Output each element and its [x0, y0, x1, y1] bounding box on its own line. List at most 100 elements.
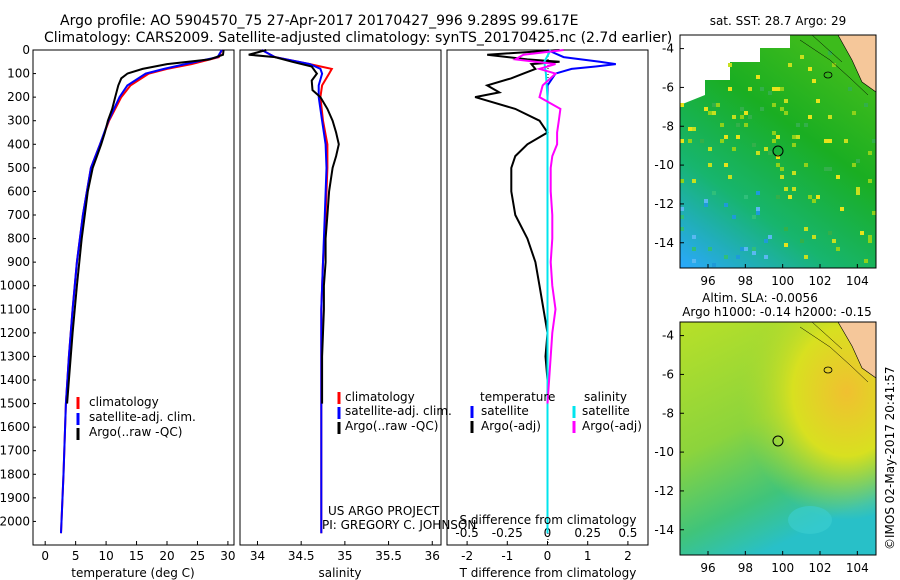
depth-tick-label: 700 — [7, 208, 30, 222]
sst-pixel — [824, 167, 828, 171]
argo-position-marker — [772, 435, 784, 447]
sst-pixel — [836, 175, 840, 179]
sst-pixel — [744, 247, 748, 251]
salinity-panel: 34 34.5 35 35.5 36 salinity climatology sate… — [239, 49, 476, 580]
sst-pixel — [784, 227, 788, 231]
sst-pixel — [848, 87, 852, 91]
x-tick-label: 5 — [72, 549, 80, 563]
x-tick-label: 0 — [41, 549, 49, 563]
x-tick-label: 0 — [544, 549, 552, 563]
sst-pixel — [856, 191, 860, 195]
sst-pixel — [744, 123, 748, 127]
sst-pixel — [728, 175, 732, 179]
series-climatology — [60, 49, 223, 534]
x-tick-label: 30 — [220, 549, 235, 563]
sst-pixel — [852, 163, 856, 167]
depth-tick-label: 500 — [7, 161, 30, 175]
lat-tick-label: -8 — [662, 119, 674, 133]
depth-tick-label: 1100 — [0, 302, 30, 316]
sst-pixel — [832, 63, 836, 67]
top-tick-label: 0.25 — [574, 526, 601, 540]
sst-pixel — [868, 235, 872, 239]
sst-pixel — [784, 243, 788, 247]
difference-panel: -2 -1 0 1 2-0.5 -0.25 0 0.25 0.5 S difference fr… — [446, 49, 649, 580]
lon-tick-label: 102 — [809, 561, 832, 575]
sla-map-title: Altim. SLA: -0.0056 — [702, 291, 818, 305]
depth-ticks: 0 100 200 300 400 500 600 700 800 900 1000 1100 1200… — [0, 43, 36, 528]
sst-pixel — [700, 139, 704, 143]
sst-pixel — [828, 115, 832, 119]
sst-pixel — [780, 167, 784, 171]
sst-pixel — [728, 87, 732, 91]
sst-pixel — [720, 139, 724, 143]
depth-tick-label: 1700 — [0, 444, 30, 458]
lon-tick-label: 98 — [738, 561, 753, 575]
top-tick-label: -0.25 — [492, 526, 523, 540]
sst-pixel — [816, 195, 820, 199]
sst-pixel — [692, 247, 696, 251]
sst-pixel — [772, 131, 776, 135]
sla-map-ticks: 96 98 100 102 104 -4 -6 -8 -10 -12 -14 — [654, 329, 868, 575]
sst-pixel — [712, 111, 716, 115]
sst-pixel — [680, 139, 684, 143]
sst-pixel — [752, 247, 756, 251]
depth-tick-label: 400 — [7, 137, 30, 151]
series-salinity-argo-adj — [512, 49, 564, 404]
bathymetry-contour — [799, 322, 869, 383]
lon-tick-label: 102 — [809, 274, 832, 288]
x-tick-label: 20 — [159, 549, 174, 563]
sst-pixel — [748, 87, 752, 91]
sst-pixel — [712, 103, 716, 107]
salinity-axes-frame — [239, 49, 442, 546]
title-line2: Climatology: CARS2009. Satellite-adjuste… — [44, 30, 672, 46]
sst-pixel — [760, 87, 764, 91]
x-tick-label: 34.5 — [288, 549, 315, 563]
sst-pixel — [776, 155, 780, 159]
sst-pixel — [756, 211, 760, 215]
island-outline — [823, 71, 833, 79]
sst-pixel — [772, 87, 776, 91]
top-tick-label: -0.5 — [455, 526, 478, 540]
sst-pixel — [692, 235, 696, 239]
x-tick-label: 36 — [425, 549, 440, 563]
legend-argo-label: Argo(..raw -QC) — [89, 425, 182, 439]
series-satellite-adj-clim — [261, 49, 328, 534]
sst-pixel — [688, 139, 692, 143]
lat-tick-label: -10 — [654, 445, 674, 459]
sst-pixel — [756, 75, 760, 79]
sst-pixel — [792, 171, 796, 175]
sst-map-ticks: 96 98 100 102 104 -4 -6 -8 -10 -12 -14 — [654, 42, 868, 288]
depth-tick-label: 200 — [7, 90, 30, 104]
sst-map-frame — [679, 34, 877, 269]
lat-tick-label: -14 — [654, 236, 674, 250]
sst-pixel — [724, 203, 728, 207]
temperature-axes-frame — [32, 49, 235, 546]
depth-tick-label: 1800 — [0, 467, 30, 481]
sst-pixel — [776, 135, 780, 139]
x-tick-label: -2 — [461, 549, 473, 563]
sst-pixel — [680, 227, 684, 231]
sst-pixel — [752, 251, 756, 255]
sst-pixel — [868, 179, 872, 183]
sst-field — [680, 35, 876, 268]
t-difference-label: T difference from climatology — [459, 566, 637, 580]
depth-tick-label: 100 — [7, 67, 30, 81]
x-tick-label: 15 — [129, 549, 144, 563]
lat-tick-label: -6 — [662, 80, 674, 94]
sst-pixel — [788, 63, 792, 67]
temperature-panel: 0100200300400500600700800900100011001200… — [0, 43, 236, 580]
legend-salinity-head: salinity — [584, 390, 627, 404]
sst-pixel — [832, 239, 836, 243]
sst-pixel — [776, 195, 780, 199]
legend-satellite-label: satellite-adj. clim. — [89, 410, 196, 424]
sst-pixel — [708, 111, 712, 115]
depth-tick-label: 1200 — [0, 326, 30, 340]
lat-tick-label: -4 — [662, 42, 674, 56]
sst-pixel — [868, 239, 872, 243]
sst-pixel — [692, 127, 696, 131]
sst-pixel — [836, 247, 840, 251]
sst-pixel — [812, 79, 816, 83]
sst-pixel — [776, 87, 780, 91]
depth-tick-label: 1400 — [0, 373, 30, 387]
